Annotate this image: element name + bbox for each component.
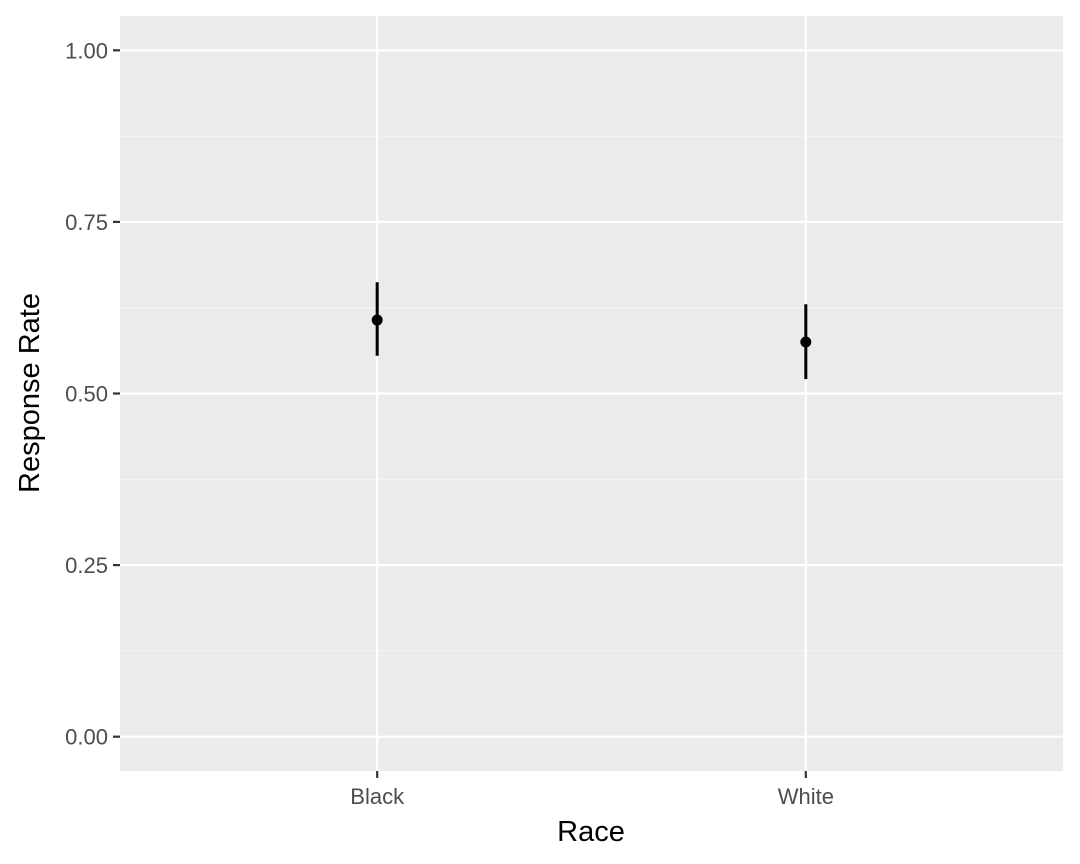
grid-major <box>120 16 1063 771</box>
x-axis: Black White <box>350 771 834 809</box>
data-point <box>800 336 812 348</box>
x-tick-label: Black <box>350 784 405 809</box>
data-marks <box>371 282 812 380</box>
x-tick-label: White <box>778 784 834 809</box>
x-axis-title: Race <box>557 816 625 848</box>
y-tick-label: 0.50 <box>65 382 108 407</box>
y-tick-label: 0.25 <box>65 553 108 578</box>
y-tick-label: 0.75 <box>65 210 108 235</box>
data-point <box>371 314 383 326</box>
grid-minor <box>120 135 1063 652</box>
y-tick-label: 0.00 <box>65 725 108 750</box>
y-axis: 0.00 0.25 0.50 0.75 1.00 <box>65 38 120 750</box>
y-axis-title: Response Rate <box>14 293 46 493</box>
y-tick-label: 1.00 <box>65 38 108 63</box>
